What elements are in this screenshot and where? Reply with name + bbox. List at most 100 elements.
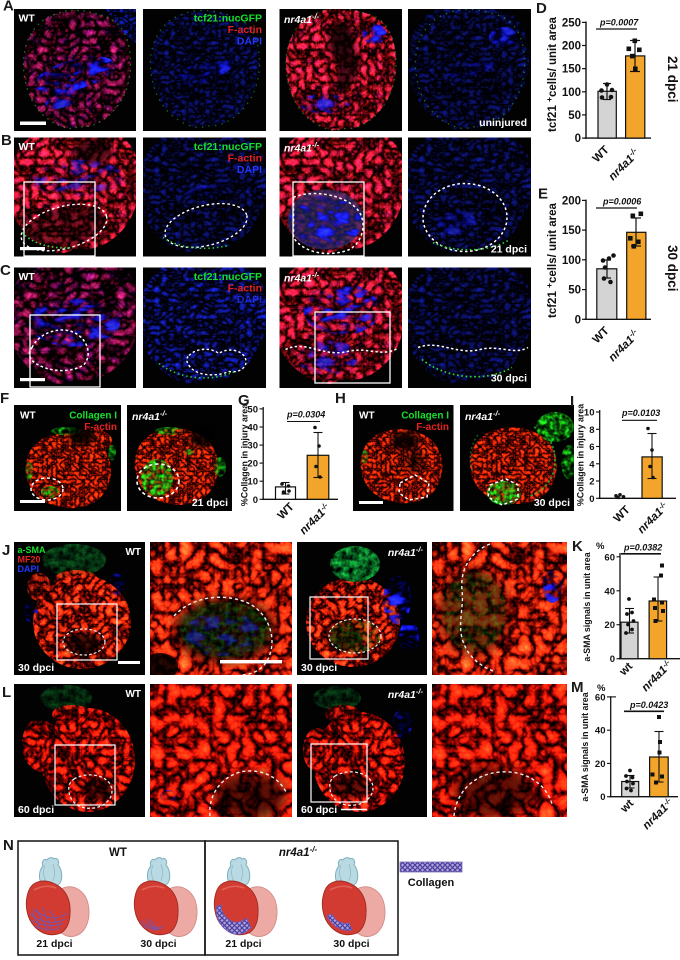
- svg-text:tcf21:nucGFP: tcf21:nucGFP: [194, 13, 262, 25]
- svg-text:40: 40: [595, 726, 606, 737]
- svg-text:0: 0: [253, 495, 258, 506]
- svg-text:nr4a1-/-: nr4a1-/-: [284, 12, 320, 26]
- svg-text:K: K: [572, 538, 583, 555]
- svg-text:Collagen I: Collagen I: [401, 411, 449, 422]
- svg-text:150: 150: [562, 64, 581, 76]
- svg-text:21 dpci: 21 dpci: [665, 56, 680, 103]
- svg-text:30 dpci: 30 dpci: [491, 373, 527, 385]
- svg-text:WT: WT: [125, 689, 141, 700]
- svg-text:4: 4: [589, 459, 595, 470]
- svg-text:uninjured: uninjured: [479, 117, 527, 129]
- svg-text:tcf21 +cells/ unit area: tcf21 +cells/ unit area: [544, 202, 559, 318]
- svg-text:21 dpci: 21 dpci: [491, 244, 527, 256]
- svg-text:WT: WT: [19, 141, 36, 153]
- svg-text:p=0.0304: p=0.0304: [286, 410, 325, 420]
- svg-text:2: 2: [589, 477, 594, 488]
- svg-text:10: 10: [584, 408, 595, 419]
- svg-text:F-actin: F-actin: [228, 153, 262, 165]
- svg-text:200: 200: [562, 195, 581, 207]
- svg-text:0: 0: [610, 654, 615, 665]
- svg-text:%: %: [597, 683, 606, 694]
- svg-text:50: 50: [247, 404, 258, 415]
- svg-text:30 dpci: 30 dpci: [18, 662, 54, 674]
- svg-text:60 dpci: 60 dpci: [18, 804, 54, 816]
- svg-text:%Collagen in injury area: %Collagen in injury area: [576, 404, 586, 506]
- svg-text:p=0.0382: p=0.0382: [623, 543, 662, 553]
- svg-text:30 dpci: 30 dpci: [301, 662, 337, 674]
- svg-text:E: E: [538, 186, 548, 203]
- svg-text:Collagen I: Collagen I: [69, 411, 117, 422]
- svg-text:tcf21:nucGFP: tcf21:nucGFP: [194, 141, 262, 153]
- svg-text:F-actin: F-actin: [84, 422, 117, 433]
- svg-text:100: 100: [562, 255, 581, 267]
- svg-text:p=0.0007: p=0.0007: [599, 18, 639, 28]
- svg-text:nr4a1-/-: nr4a1-/-: [279, 845, 318, 859]
- svg-text:WT: WT: [19, 271, 36, 283]
- svg-text:nr4a1-/-: nr4a1-/-: [284, 141, 320, 155]
- svg-text:30: 30: [247, 441, 258, 452]
- svg-text:DAPI: DAPI: [237, 36, 262, 48]
- svg-text:nr4a1-/-: nr4a1-/-: [388, 687, 424, 701]
- svg-text:50: 50: [568, 110, 581, 122]
- svg-text:21 dpci: 21 dpci: [36, 938, 72, 950]
- svg-text:30 dpci: 30 dpci: [665, 245, 680, 292]
- svg-text:10: 10: [247, 477, 258, 488]
- svg-text:a-SMA signals in unit area: a-SMA signals in unit area: [582, 552, 592, 661]
- svg-text:0: 0: [600, 792, 605, 803]
- svg-text:nr4a1-/-: nr4a1-/-: [132, 409, 168, 423]
- svg-text:MF20: MF20: [18, 555, 41, 565]
- svg-text:F-actin: F-actin: [228, 24, 262, 36]
- svg-text:WT: WT: [20, 411, 36, 422]
- svg-text:J: J: [2, 542, 10, 559]
- svg-text:F: F: [0, 390, 9, 407]
- svg-text:60: 60: [595, 692, 606, 703]
- svg-text:20: 20: [604, 620, 615, 631]
- svg-text:0: 0: [575, 314, 581, 326]
- svg-text:WT: WT: [125, 547, 141, 558]
- svg-text:0: 0: [589, 494, 594, 505]
- svg-text:6: 6: [589, 442, 594, 453]
- svg-text:0: 0: [575, 133, 581, 145]
- svg-text:D: D: [536, 0, 547, 17]
- svg-text:40: 40: [247, 423, 258, 434]
- svg-text:60: 60: [604, 552, 615, 563]
- svg-text:30 dpci: 30 dpci: [534, 497, 570, 509]
- svg-text:40: 40: [604, 586, 615, 597]
- svg-text:a-SMA: a-SMA: [18, 545, 47, 555]
- svg-text:H: H: [335, 390, 346, 407]
- svg-text:DAPI: DAPI: [18, 564, 40, 574]
- svg-text:a-SMA signals in unit area: a-SMA signals in unit area: [580, 692, 590, 801]
- svg-text:21 dpci: 21 dpci: [225, 938, 261, 950]
- svg-text:WT: WT: [359, 411, 375, 422]
- svg-text:%: %: [596, 541, 605, 552]
- svg-text:A: A: [3, 0, 14, 15]
- svg-text:tcf21 +cells/ unit area: tcf21 +cells/ unit area: [544, 16, 559, 132]
- svg-text:WT: WT: [109, 847, 127, 859]
- svg-text:8: 8: [589, 425, 594, 436]
- svg-text:F-actin: F-actin: [228, 283, 262, 295]
- svg-text:G: G: [238, 392, 250, 409]
- svg-text:100: 100: [562, 87, 581, 99]
- svg-text:20: 20: [247, 459, 258, 470]
- svg-text:%Collagen in injury area: %Collagen in injury area: [240, 404, 250, 506]
- svg-text:60 dpci: 60 dpci: [301, 804, 337, 816]
- svg-text:nr4a1-/-: nr4a1-/-: [465, 409, 501, 423]
- svg-text:B: B: [1, 132, 12, 149]
- svg-text:21 dpci: 21 dpci: [192, 497, 228, 509]
- svg-text:50: 50: [568, 285, 581, 297]
- svg-text:30 dpci: 30 dpci: [333, 938, 369, 950]
- svg-text:tcf21:nucGFP: tcf21:nucGFP: [194, 271, 262, 283]
- svg-text:DAPI: DAPI: [237, 164, 262, 176]
- svg-text:C: C: [0, 262, 11, 279]
- svg-text:200: 200: [562, 41, 581, 53]
- svg-text:30 dpci: 30 dpci: [140, 938, 176, 950]
- svg-text:150: 150: [562, 225, 581, 237]
- svg-text:F-actin: F-actin: [416, 422, 449, 433]
- svg-text:nr4a1-/-: nr4a1-/-: [388, 545, 424, 559]
- svg-text:I: I: [570, 393, 574, 410]
- svg-text:Collagen: Collagen: [408, 877, 455, 889]
- svg-text:p=0.0103: p=0.0103: [621, 408, 660, 418]
- svg-text:WT: WT: [19, 13, 36, 25]
- svg-text:250: 250: [562, 17, 581, 29]
- svg-text:p=0.0006: p=0.0006: [602, 197, 642, 207]
